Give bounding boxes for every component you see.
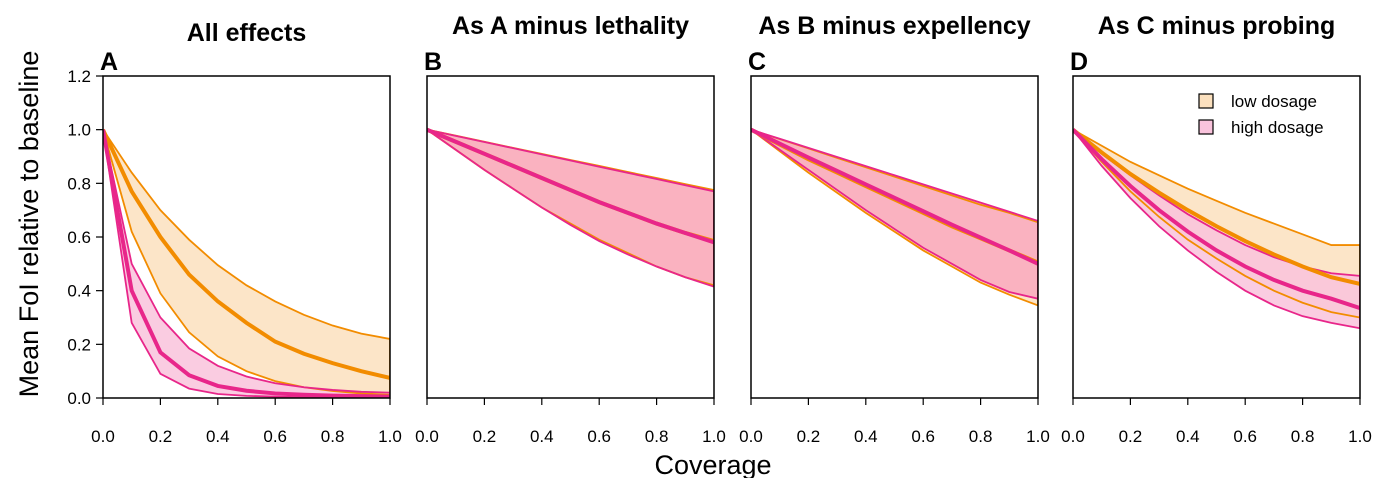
y-axis-label: Mean FoI relative to baseline (14, 51, 44, 398)
high-dosage-band (427, 129, 714, 287)
low-dosage-lower-line (103, 129, 390, 396)
high-dosage-band (751, 129, 1038, 299)
panel-a: 0.0 0.2 0.4 0.6 0.8 1.0 0.0 0.2 0.4 0.6 0.8 1.0 1.2 A… (67, 19, 401, 446)
low-dosage-median-line (1073, 128, 1360, 286)
panel-label: A (100, 48, 118, 76)
x-tick-label: 0.2 (473, 427, 497, 446)
low-dosage-band (103, 129, 390, 395)
panel-d: 0.0 0.2 0.4 0.6 0.8 1.0 D As C minus probing (1061, 12, 1372, 446)
y-tick-label: 0.4 (67, 282, 91, 301)
plot-area (751, 127, 1038, 307)
legend-label: high dosage (1231, 118, 1324, 137)
x-tick-label: 0.8 (645, 427, 669, 446)
panel-title: All effects (187, 19, 306, 47)
x-tick-label: 1.0 (1026, 427, 1050, 446)
x-tick-label: 0.6 (587, 427, 611, 446)
plot-area (427, 127, 714, 288)
low-dosage-median-line (103, 128, 390, 380)
low-dosage-lower-line (751, 128, 1038, 307)
high-dosage-upper-line (427, 128, 714, 193)
x-tick-label: 1.0 (702, 427, 726, 446)
x-tick-label: 0.0 (415, 427, 439, 446)
plot-area (103, 128, 390, 398)
panel-b: 0.0 0.2 0.4 0.6 0.8 1.0 B As A minus lethality (415, 12, 726, 446)
y-tick-label: 0.6 (67, 228, 91, 247)
legend-swatch (1198, 93, 1214, 109)
high-dosage-lower-line (751, 128, 1038, 300)
high-dosage-median-line (1073, 128, 1360, 311)
y-tick-label: 0.8 (67, 174, 91, 193)
y-tick-label: 0.2 (67, 335, 91, 354)
high-dosage-lower-line (1073, 129, 1360, 330)
panel-title: As B minus expellency (758, 12, 1030, 40)
x-tick-label: 1.0 (1348, 427, 1372, 446)
x-tick-label: 0.2 (149, 427, 173, 446)
low-dosage-upper-line (1073, 128, 1360, 246)
x-tick-label: 0.0 (91, 427, 115, 446)
x-tick-label: 0.2 (1119, 427, 1143, 446)
x-tick-label: 0.2 (797, 427, 821, 446)
high-dosage-lower-line (427, 128, 714, 288)
x-tick-label: 0.8 (321, 427, 345, 446)
x-tick-label: 0.8 (1291, 427, 1315, 446)
panel-frame (426, 75, 715, 399)
x-tick-label: 0.0 (1061, 427, 1085, 446)
x-tick-label: 0.4 (530, 427, 554, 446)
x-tick-label: 0.0 (739, 427, 763, 446)
high-dosage-upper-line (751, 128, 1038, 222)
x-tick-label: 0.4 (206, 427, 230, 446)
y-tick-label: 1.2 (67, 67, 91, 86)
x-tick-label: 0.6 (911, 427, 935, 446)
plot-area (1073, 128, 1360, 330)
y-tick-label: 0.0 (67, 389, 91, 408)
panel-label: B (424, 48, 442, 76)
panel-label: C (748, 48, 766, 76)
panel-frame (1072, 75, 1361, 399)
high-dosage-median-line (751, 127, 1038, 266)
legend: low dosage high dosage (1198, 92, 1324, 137)
high-dosage-band (1073, 129, 1360, 329)
x-axis-label: Coverage (654, 450, 771, 478)
panels: 0.0 0.2 0.4 0.6 0.8 1.0 0.0 0.2 0.4 0.6 0.8 1.0 1.2 A… (67, 12, 1371, 446)
panel-frame (750, 75, 1039, 399)
x-tick-label: 0.8 (969, 427, 993, 446)
low-dosage-lower-line (1073, 129, 1360, 319)
legend-swatch (1198, 119, 1214, 135)
panel-title: As C minus probing (1098, 12, 1336, 40)
high-dosage-median-line (427, 127, 714, 245)
x-tick-label: 0.4 (854, 427, 878, 446)
x-tick-label: 0.6 (1233, 427, 1257, 446)
high-dosage-median-line (103, 129, 390, 398)
low-dosage-upper-line (103, 129, 390, 340)
panel-title: As A minus lethality (452, 12, 689, 40)
x-tick-label: 1.0 (378, 427, 402, 446)
high-dosage-upper-line (103, 129, 390, 394)
y-tick-label: 1.0 (67, 121, 91, 140)
legend-label: low dosage (1231, 92, 1317, 111)
x-tick-label: 0.4 (1176, 427, 1200, 446)
panel-c: 0.0 0.2 0.4 0.6 0.8 1.0 C As B minus expellency (739, 12, 1050, 446)
x-tick-label: 0.6 (263, 427, 287, 446)
panel-label: D (1070, 48, 1088, 76)
